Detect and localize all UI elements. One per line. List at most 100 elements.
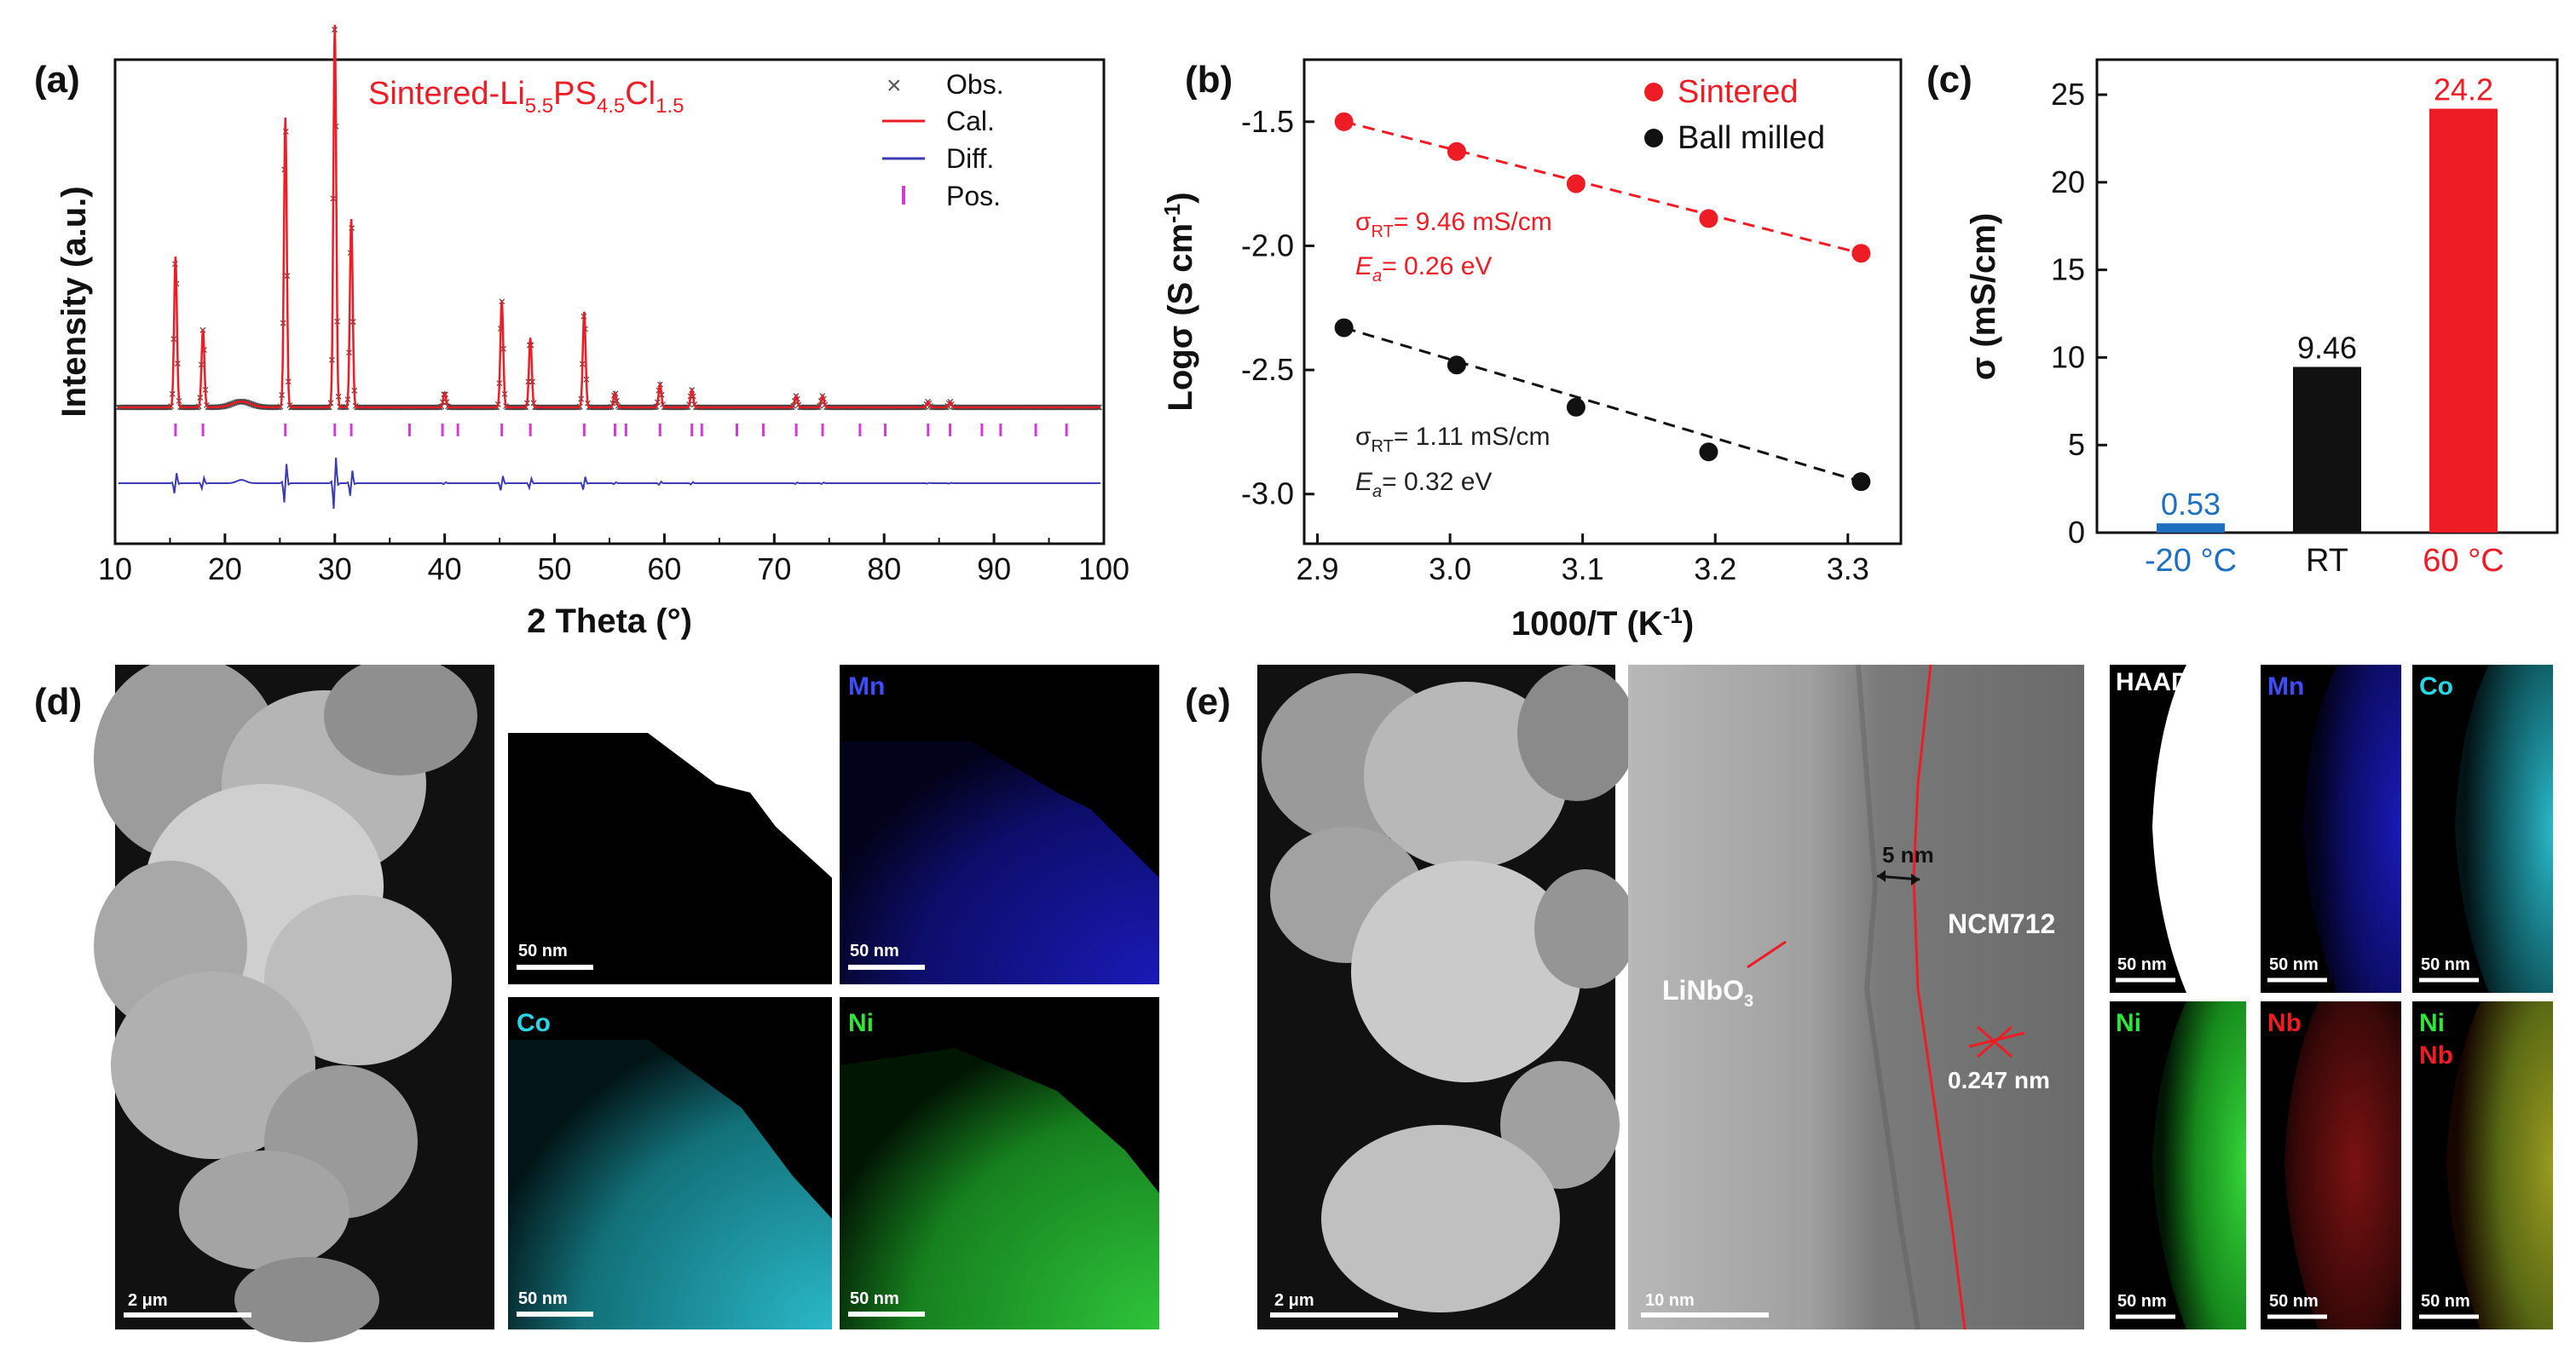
legend-ballmilled: Ball milled [1678, 120, 1825, 156]
y-tick-label: -2.5 [1241, 352, 1294, 387]
lattice-marker [1968, 1025, 2025, 1058]
x-category-label: RT [2306, 543, 2348, 579]
scatter-plot-area [1334, 112, 1871, 492]
x-tick-label: 10 [98, 551, 132, 586]
panel-d-microscopy: (d) 2 μm HAADF 50 nm Mn 50 nm Co [34, 665, 1159, 1342]
x-tick-label: 70 [757, 551, 791, 586]
bar-value-label: 0.53 [2161, 487, 2221, 522]
data-point [1447, 355, 1466, 375]
map-label-nb: Nb [2267, 1009, 2302, 1037]
x-tick-label: 2.9 [1297, 551, 1339, 586]
cathode-label: NCM712 [1948, 908, 2055, 939]
legend: × Obs. Cal. Diff. Pos. [882, 69, 1004, 211]
conductivity-bar-chart: (c) 0.53 9.46 24.2 -20 °C RT 60 °C 0 5 10 15 20 25… [1926, 58, 2559, 579]
ni-nb-overlay-map-e: Ni Nb 50 nm [2412, 1001, 2553, 1329]
data-point [1566, 397, 1585, 417]
map-label-co: Co [2419, 672, 2453, 701]
map-label-ni: Ni [2419, 1009, 2445, 1037]
legend-marker-sintered [1644, 83, 1663, 101]
scale-label: 50 nm [2117, 955, 2167, 974]
x-axis-ticks: 10 20 30 40 50 60 70 80 90 100 [98, 533, 1129, 586]
annotation-sintered-ea: Ea= 0.26 eV [1355, 252, 1492, 285]
legend-marker-obs: × [887, 72, 902, 100]
y-axis-label: Intensity (a.u.) [55, 186, 93, 417]
y-tick-label: 10 [2051, 339, 2085, 374]
x-axis-label: 1000/T (K-1) [1511, 603, 1694, 643]
legend-pos: Pos. [946, 181, 1001, 211]
scale-label: 2 μm [1274, 1291, 1314, 1310]
tem-image-e: 5 nm LiNbO3 NCM712 0.247 nm 10 nm [1628, 665, 2084, 1330]
x-tick-label: 3.3 [1827, 551, 1869, 586]
scale-label: 10 nm [1645, 1291, 1695, 1310]
mn-map-e: Mn 50 nm [2261, 665, 2401, 993]
map-label-haadf: HAADF [517, 672, 606, 701]
x-category-label: -20 °C [2145, 543, 2237, 579]
x-axis-label: 2 Theta (°) [527, 603, 692, 640]
scale-label: 50 nm [2269, 1292, 2319, 1311]
pointer-arrow [1747, 940, 1787, 969]
x-tick-label: 3.0 [1429, 551, 1471, 586]
data-point [1699, 442, 1718, 462]
x-tick-label: 100 [1078, 551, 1129, 586]
arrhenius-chart: (b) Sintered Ball milled σRT= 9.46 mS/cm… [1159, 58, 1903, 643]
x-tick-label: 20 [208, 551, 242, 586]
map-label-mn: Mn [848, 672, 885, 701]
data-point [1699, 209, 1718, 228]
panel-label-d: (d) [34, 681, 82, 723]
mn-map-d: Mn 50 nm [840, 665, 1159, 984]
xrd-chart: (a) Sintered-Li5.5PS4.5Cl1.5 × Obs. Cal.… [34, 25, 1129, 640]
data-point [1851, 244, 1871, 263]
bar-plot-area: 0.53 9.46 24.2 [2157, 72, 2498, 533]
map-label-nb: Nb [2419, 1041, 2453, 1070]
x-category-label: 60 °C [2423, 543, 2504, 579]
scale-label: 50 nm [2269, 955, 2319, 974]
difference-line [118, 458, 1101, 509]
fit-line-0 [1343, 120, 1862, 255]
y-tick-label: 0 [2068, 515, 2085, 550]
scale-label: 50 nm [518, 1289, 568, 1308]
co-map-d: Co 50 nm [508, 997, 832, 1329]
x-tick-label: 50 [538, 551, 572, 586]
plot-frame [1302, 58, 1903, 545]
scale-label: 50 nm [518, 942, 568, 960]
y-tick-label: -1.5 [1241, 104, 1294, 139]
scale-label: 50 nm [850, 942, 899, 960]
map-label-mn: Mn [2267, 672, 2304, 701]
legend-cal: Cal. [946, 106, 995, 136]
scale-label: 50 nm [850, 1289, 899, 1308]
panel-label-c: (c) [1926, 59, 1972, 101]
bar [2157, 523, 2225, 533]
sem-image-d: 2 μm [94, 665, 494, 1342]
legend-sintered: Sintered [1678, 74, 1799, 110]
x-tick-label: 3.2 [1694, 551, 1736, 586]
thickness-label: 5 nm [1882, 842, 1934, 868]
bar [2429, 108, 2498, 533]
haadf-map-d: HAADF 50 nm [508, 665, 832, 984]
data-point [1447, 141, 1466, 161]
sem-image-e: 2 μm [1257, 665, 1637, 1329]
map-label-haadf: HAADF [2116, 668, 2205, 696]
y-tick-label: 5 [2068, 427, 2085, 462]
x-tick-label: 60 [647, 551, 681, 586]
map-label-co: Co [517, 1009, 551, 1037]
scale-label: 50 nm [2117, 1292, 2167, 1311]
chart-title: Sintered-Li5.5PS4.5Cl1.5 [368, 76, 684, 118]
map-label-ni: Ni [2116, 1009, 2141, 1037]
data-point [1566, 174, 1585, 193]
co-map-e: Co 50 nm [2412, 665, 2553, 993]
nb-map-e: Nb 50 nm [2261, 1001, 2401, 1329]
interface-line [1912, 665, 1967, 1330]
scale-label: 50 nm [2421, 955, 2470, 974]
data-point [1334, 318, 1354, 337]
axis-ticks: -20 °C RT 60 °C 0 5 10 15 20 25 [2051, 77, 2504, 579]
data-point [1851, 472, 1871, 492]
haadf-map-e: HAADF 50 nm [2110, 665, 2246, 993]
data-point [1334, 112, 1354, 131]
annotation-ballmilled-ea: Ea= 0.32 eV [1355, 468, 1492, 501]
y-tick-label: 20 [2051, 164, 2085, 199]
x-tick-label: 30 [318, 551, 352, 586]
panel-label-e: (e) [1185, 681, 1231, 723]
panel-label-a: (a) [34, 59, 80, 101]
coating-label: LiNbO3 [1662, 975, 1753, 1011]
axis-ticks: 2.9 3.0 3.1 3.2 3.3 -1.5 -2.0 -2.5 -3.0 [1241, 104, 1869, 586]
